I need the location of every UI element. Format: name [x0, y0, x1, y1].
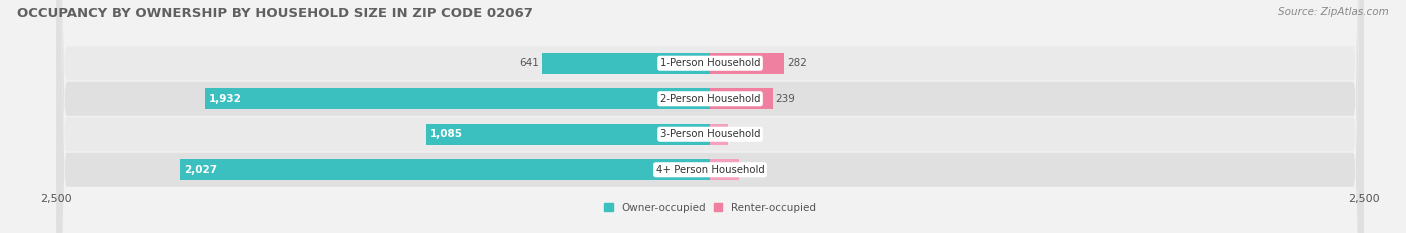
Legend: Owner-occupied, Renter-occupied: Owner-occupied, Renter-occupied — [605, 203, 815, 213]
Text: 282: 282 — [787, 58, 807, 68]
Text: 2-Person Household: 2-Person Household — [659, 94, 761, 104]
Text: 1,085: 1,085 — [430, 129, 463, 139]
Text: Source: ZipAtlas.com: Source: ZipAtlas.com — [1278, 7, 1389, 17]
Text: OCCUPANCY BY OWNERSHIP BY HOUSEHOLD SIZE IN ZIP CODE 02067: OCCUPANCY BY OWNERSHIP BY HOUSEHOLD SIZE… — [17, 7, 533, 20]
Text: 641: 641 — [519, 58, 540, 68]
Bar — [710, 159, 738, 180]
Bar — [205, 89, 710, 109]
Bar — [710, 124, 728, 144]
Text: 110: 110 — [742, 165, 762, 175]
FancyBboxPatch shape — [56, 0, 1364, 233]
Text: 1-Person Household: 1-Person Household — [659, 58, 761, 68]
Bar — [543, 53, 710, 74]
FancyBboxPatch shape — [56, 0, 1364, 233]
Text: 70: 70 — [731, 129, 745, 139]
FancyBboxPatch shape — [56, 0, 1364, 233]
Bar — [180, 159, 710, 180]
Text: 2,027: 2,027 — [184, 165, 217, 175]
Text: 3-Person Household: 3-Person Household — [659, 129, 761, 139]
Bar — [426, 124, 710, 144]
Text: 4+ Person Household: 4+ Person Household — [655, 165, 765, 175]
Bar — [710, 89, 772, 109]
Bar — [710, 53, 783, 74]
FancyBboxPatch shape — [56, 0, 1364, 233]
Text: 1,932: 1,932 — [208, 94, 242, 104]
Text: 239: 239 — [776, 94, 796, 104]
